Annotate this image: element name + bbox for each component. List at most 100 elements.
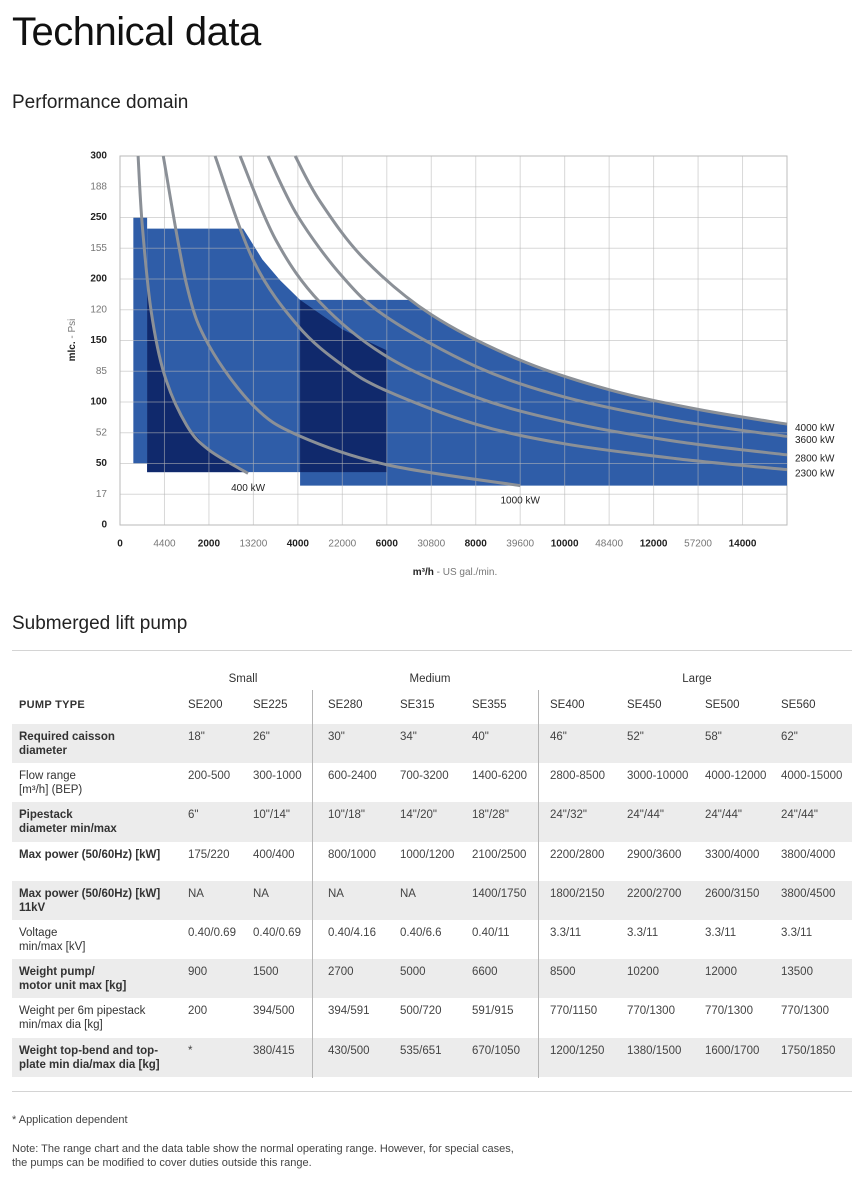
table-top-rule (12, 650, 852, 651)
curve-label: 400 kW (231, 483, 265, 494)
power-curve (238, 155, 788, 457)
table-cell: 24"/44" (627, 809, 664, 822)
y-tick-label: 0 (101, 520, 107, 531)
curve-label: 2800 kW (795, 454, 835, 465)
y-axis-title-unit: mlc. (67, 341, 78, 361)
table-cell: 0.40/6.6 (400, 927, 442, 939)
table-cell: NA (188, 887, 204, 900)
row-label: Weight per 6m pipestack (19, 1005, 146, 1018)
table-cell: 24"/32" (550, 809, 587, 822)
chart: 0 50 100 150 200 250 300 17 52 85 120 155 188 0 2000 40… (67, 151, 835, 578)
table-header: PUMP TYPE (19, 699, 86, 711)
table-bottom-rule (12, 1091, 852, 1092)
table-cell: 58" (705, 731, 722, 743)
row-label: Flow range (19, 770, 76, 783)
table-cell: 900 (188, 966, 208, 979)
column-header: SE280 (328, 699, 363, 711)
table-cell: 6600 (472, 966, 498, 979)
x-axis-title-unit: m³/h (413, 567, 434, 578)
row-label: Weight pump/ (19, 966, 95, 979)
table-cell: 24"/44" (781, 809, 818, 822)
table-cell: 2600/3150 (705, 887, 760, 900)
table-cell: 13500 (781, 966, 813, 979)
table-cell: 8500 (550, 966, 576, 979)
x-tick-label: 4000 (287, 539, 310, 550)
row-label: 11kV (19, 901, 46, 914)
table-cell: 0.40/0.69 (188, 927, 236, 939)
table-cell: 52" (627, 731, 644, 743)
row-band (12, 959, 852, 999)
row-label: Max power (50/60Hz) [kW] (19, 887, 161, 900)
table-cell: 6" (188, 809, 199, 822)
group-label: Large (682, 673, 712, 685)
operating-range (147, 279, 247, 473)
row-label: [m³/h] (BEP) (19, 784, 83, 797)
table-cell: 394/500 (253, 1005, 295, 1018)
table-cell: 40" (472, 731, 489, 743)
table-cell: 535/651 (400, 1044, 442, 1057)
table-cell: 5000 (400, 966, 426, 979)
table-cell: 46" (550, 731, 567, 743)
table-cell: NA (400, 887, 416, 900)
psi-tick-label: 120 (90, 304, 107, 315)
table-cell: 3.3/11 (781, 927, 813, 939)
row-label: min/max [kV] (19, 941, 86, 953)
table-cell: 700-3200 (400, 770, 449, 783)
y-tick-label: 150 (90, 335, 107, 346)
row-label: Required caisson (19, 731, 115, 743)
psi-tick-label: 85 (96, 366, 108, 377)
row-band (12, 1037, 852, 1077)
table-cell: 3.3/11 (627, 927, 659, 939)
gpm-tick-label: 4400 (153, 539, 176, 550)
table-cell: 14"/20" (400, 809, 437, 822)
table-cell: 26" (253, 731, 270, 743)
table-cell: 1400/1750 (472, 887, 527, 900)
table-cell: 591/915 (472, 1005, 514, 1018)
table-cell: * (188, 1044, 193, 1057)
row-label: Pipestack (19, 809, 73, 822)
table-cell: 770/1300 (627, 1005, 675, 1018)
column-header: SE200 (188, 699, 223, 711)
curve-label: 3600 kW (795, 435, 835, 446)
row-label: Voltage (19, 927, 58, 939)
x-axis-title: m³/h - US gal./min. (413, 567, 497, 578)
table-cell: 2800-8500 (550, 770, 605, 783)
table-cell: 600-2400 (328, 770, 377, 783)
power-curve (266, 155, 788, 438)
x-tick-label: 10000 (551, 539, 579, 550)
table-cell: 18" (188, 731, 205, 743)
x-tick-label: 12000 (640, 539, 668, 550)
table-cell: 1500 (253, 966, 279, 979)
y-axis-title: mlc. - Psi (67, 319, 78, 362)
table-cell: 2200/2700 (627, 887, 682, 900)
y-tick-label: 100 (90, 397, 107, 408)
table-cell: 800/1000 (328, 848, 376, 861)
row-band (12, 880, 852, 920)
table-cell: 770/1300 (705, 1005, 753, 1018)
group-divider (312, 690, 313, 1078)
table-cell: 0.40/4.16 (328, 927, 376, 939)
y-tick-label: 200 (90, 274, 107, 285)
note: Note: The range chart and the data table… (12, 1143, 514, 1155)
table-cell: 3.3/11 (550, 927, 582, 939)
gpm-tick-label: 30800 (417, 539, 445, 550)
table-cell: 380/415 (253, 1044, 295, 1057)
psi-tick-label: 17 (96, 489, 108, 500)
x-tick-label: 0 (117, 539, 123, 550)
y-tick-label: 50 (96, 458, 108, 469)
table-cell: 3300/4000 (705, 848, 760, 861)
table-cell: 300-1000 (253, 770, 302, 783)
table-cell: 770/1300 (781, 1005, 829, 1018)
table-cell: 34" (400, 731, 417, 743)
group-label: Small (228, 673, 258, 685)
gpm-tick-label: 13200 (239, 539, 267, 550)
column-header: SE450 (627, 699, 662, 711)
chart-title: Performance domain (12, 92, 189, 113)
psi-tick-label: 188 (90, 181, 107, 192)
table-cell: 1750/1850 (781, 1044, 836, 1057)
group-divider (538, 690, 539, 1078)
row-label: min/max dia [kg] (19, 1019, 103, 1032)
row-label: plate min dia/max dia [kg] (19, 1058, 160, 1071)
column-header: SE355 (472, 699, 507, 711)
table-cell: 175/220 (188, 848, 230, 861)
